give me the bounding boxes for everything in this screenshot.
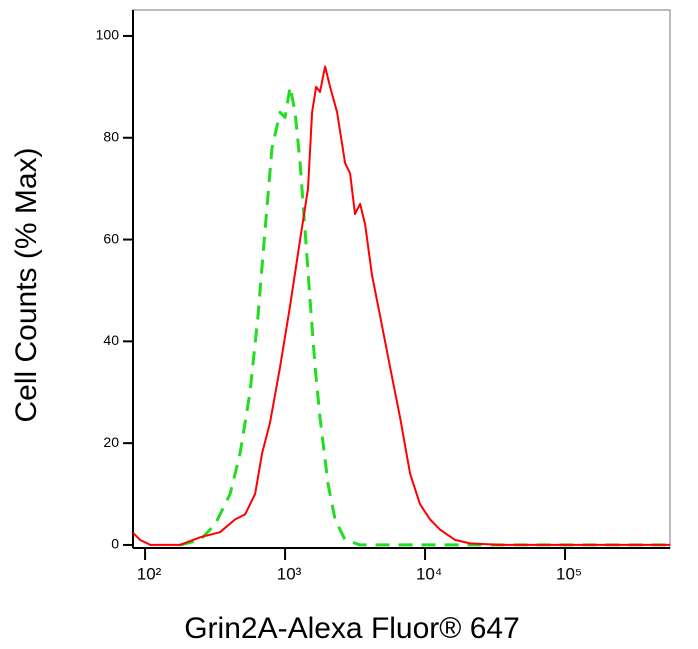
y-tick-label: 40 <box>103 332 119 348</box>
y-tick-label: 20 <box>103 434 119 450</box>
series-line <box>132 65 670 546</box>
y-tick-label: 60 <box>103 230 119 246</box>
x-axis-title: Grin2A-Alexa Fluor® 647 <box>184 612 520 645</box>
x-tick-label: 10² <box>137 564 162 583</box>
y-tick-label: 0 <box>111 536 119 552</box>
x-tick-label: 10⁴ <box>416 564 442 583</box>
y-tick-label: 100 <box>96 27 120 43</box>
series-line <box>179 85 670 547</box>
y-axis-title: Cell Counts (% Max) <box>10 147 43 422</box>
x-tick-label: 10³ <box>277 564 302 583</box>
plot-frame <box>132 9 671 549</box>
x-tick-label: 10⁵ <box>556 564 582 583</box>
y-tick-label: 80 <box>103 128 119 144</box>
